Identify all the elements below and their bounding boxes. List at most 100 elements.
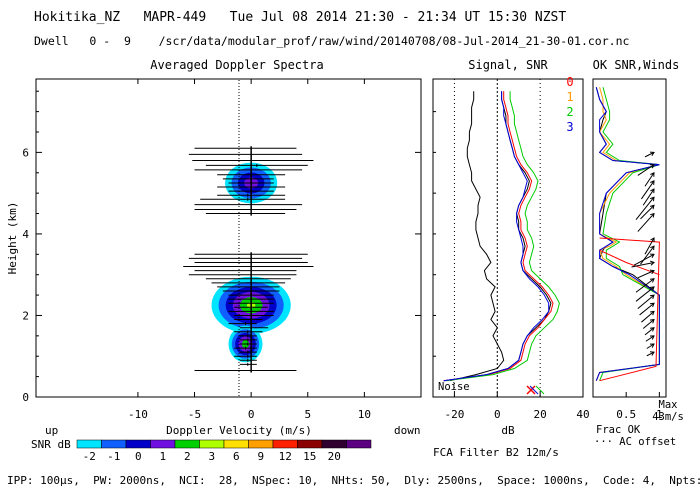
wind-vectors	[631, 151, 655, 357]
wind-vector-head	[650, 171, 655, 177]
signal-line-snr1	[443, 91, 554, 382]
frac-ok-lines	[595, 87, 660, 382]
spectra-x-label: Doppler Velocity (m/s)	[166, 424, 312, 437]
signal-x-tick-label: 40	[576, 408, 589, 421]
spectra-down-note: down	[394, 424, 421, 437]
spectra-y-tick-label: 0	[22, 391, 29, 404]
colorbar-label: SNR dB	[31, 438, 71, 451]
wind-vector	[640, 205, 655, 220]
spectra-y-label: Height (km)	[6, 202, 19, 275]
spectra-frame	[35, 78, 422, 398]
wind-vector	[635, 278, 655, 293]
colorbar-swatch-7	[248, 439, 274, 449]
wind-vector	[635, 196, 655, 221]
wind-vector	[637, 213, 655, 232]
colorbar-swatch-3	[150, 439, 176, 449]
colorbar-swatch-1	[101, 439, 127, 449]
wind-vector	[642, 188, 655, 206]
wind-vector-head	[650, 245, 655, 251]
winds-axes: 0.5 1	[616, 392, 663, 421]
winds-frame	[592, 78, 667, 398]
colorbar-swatch-8	[272, 439, 298, 449]
colorbar-swatch-10	[321, 439, 347, 449]
spectra-error-bars	[183, 146, 314, 373]
wind-vector-head	[649, 302, 655, 308]
max-label: Max	[659, 399, 678, 411]
signal-line-snr2	[445, 91, 560, 382]
wind-vector	[640, 180, 655, 200]
colorbar-level-label: 9	[257, 450, 264, 463]
colorbar-swatch-4	[174, 439, 200, 449]
colorbar-level-label: 1	[159, 450, 166, 463]
spectra-x-tick-label: 10	[358, 408, 371, 421]
wind-vector	[645, 335, 655, 342]
noise-marker-green	[535, 385, 545, 395]
ac-offset-label: ··· AC offset	[594, 436, 676, 448]
frac-ok-line-1	[595, 87, 660, 381]
signal-snr-title: Signal, SNR	[468, 58, 548, 72]
colorbar-level-label: 6	[233, 450, 240, 463]
noise-marker-red-b	[526, 385, 536, 395]
noise-markers	[526, 385, 545, 395]
colorbar-level-label: 20	[328, 450, 341, 463]
frac-ok-line-0	[595, 87, 660, 381]
wind-vector-head	[649, 278, 655, 283]
wind-vector	[631, 261, 655, 268]
wind-vector	[637, 164, 655, 176]
frac-ok-line-3	[595, 87, 660, 381]
colorbar-level-label: 15	[303, 450, 316, 463]
signal-x-label: dB	[501, 424, 515, 437]
signal-x-tick-label: 20	[534, 408, 547, 421]
wind-vector	[642, 319, 655, 329]
wind-vector-head	[650, 237, 655, 243]
colorbar-level-label: -2	[83, 450, 96, 463]
wind-vector-head	[650, 212, 655, 218]
snr-colorbar: -2 -1 0 1 2 3 6 9 12 15 20	[76, 439, 372, 463]
wind-vector-head	[649, 343, 655, 348]
frac-ok-label: Frac OK	[596, 424, 641, 436]
legend-entry-2: 2	[566, 105, 573, 119]
colorbar-level-label: 2	[184, 450, 191, 463]
noise-label: Noise	[438, 381, 470, 393]
colorbar-swatch-0	[76, 439, 102, 449]
frac-ok-line-red-1	[599, 249, 660, 276]
frac-ok-line-2	[599, 87, 660, 381]
winds-x-tick-label: 0.5	[616, 408, 636, 421]
fca-filter-label: FCA Filter B2 12m/s	[433, 446, 559, 459]
spectra-title: Averaged Doppler Spectra	[150, 58, 323, 72]
wind-vector-head	[650, 196, 655, 202]
wind-vector-head	[650, 180, 655, 185]
wind-vector-head	[649, 335, 655, 340]
signal-reference-lines	[453, 79, 541, 397]
spectra-x-tick-label: -10	[128, 408, 148, 421]
wind-vector-head	[650, 260, 655, 266]
spectra-axes: -10 -5 0 5 10 0 2 4 6	[22, 79, 421, 421]
colorbar-level-label: 12	[279, 450, 292, 463]
wind-vector	[641, 311, 655, 323]
spectra-x-tick-label: 5	[304, 408, 311, 421]
wind-vector-head	[649, 253, 655, 259]
wind-vector	[646, 351, 655, 357]
winds-x-tick-label: 1	[656, 408, 663, 421]
spectra-up-note: up	[45, 424, 58, 437]
spectra-y-tick-label: 4	[22, 228, 29, 241]
wind-vector-head	[649, 351, 655, 356]
colorbar-swatch-9	[297, 439, 323, 449]
legend-entry-3: 3	[566, 120, 573, 134]
wind-vector	[639, 302, 655, 316]
signal-line-snr3	[443, 91, 550, 382]
wind-vector-head	[649, 294, 655, 300]
wind-vector-head	[649, 286, 655, 291]
max-value: 43m/s	[652, 411, 684, 423]
legend-entry-1: 1	[566, 90, 573, 104]
wind-vector	[644, 237, 655, 255]
colorbar-swatch-2	[125, 439, 151, 449]
wind-vector	[644, 151, 655, 158]
header-file-path: Dwell 0 - 9 /scr/data/modular_prof/raw/w…	[34, 34, 630, 48]
wind-vector-head	[649, 269, 655, 275]
colorbar-level-label: 0	[135, 450, 142, 463]
spectra-x-tick-label: -5	[188, 408, 201, 421]
signal-x-tick-label: -20	[444, 408, 464, 421]
colorbar-swatch-6	[223, 439, 249, 449]
colorbar-swatch-11	[346, 439, 372, 449]
